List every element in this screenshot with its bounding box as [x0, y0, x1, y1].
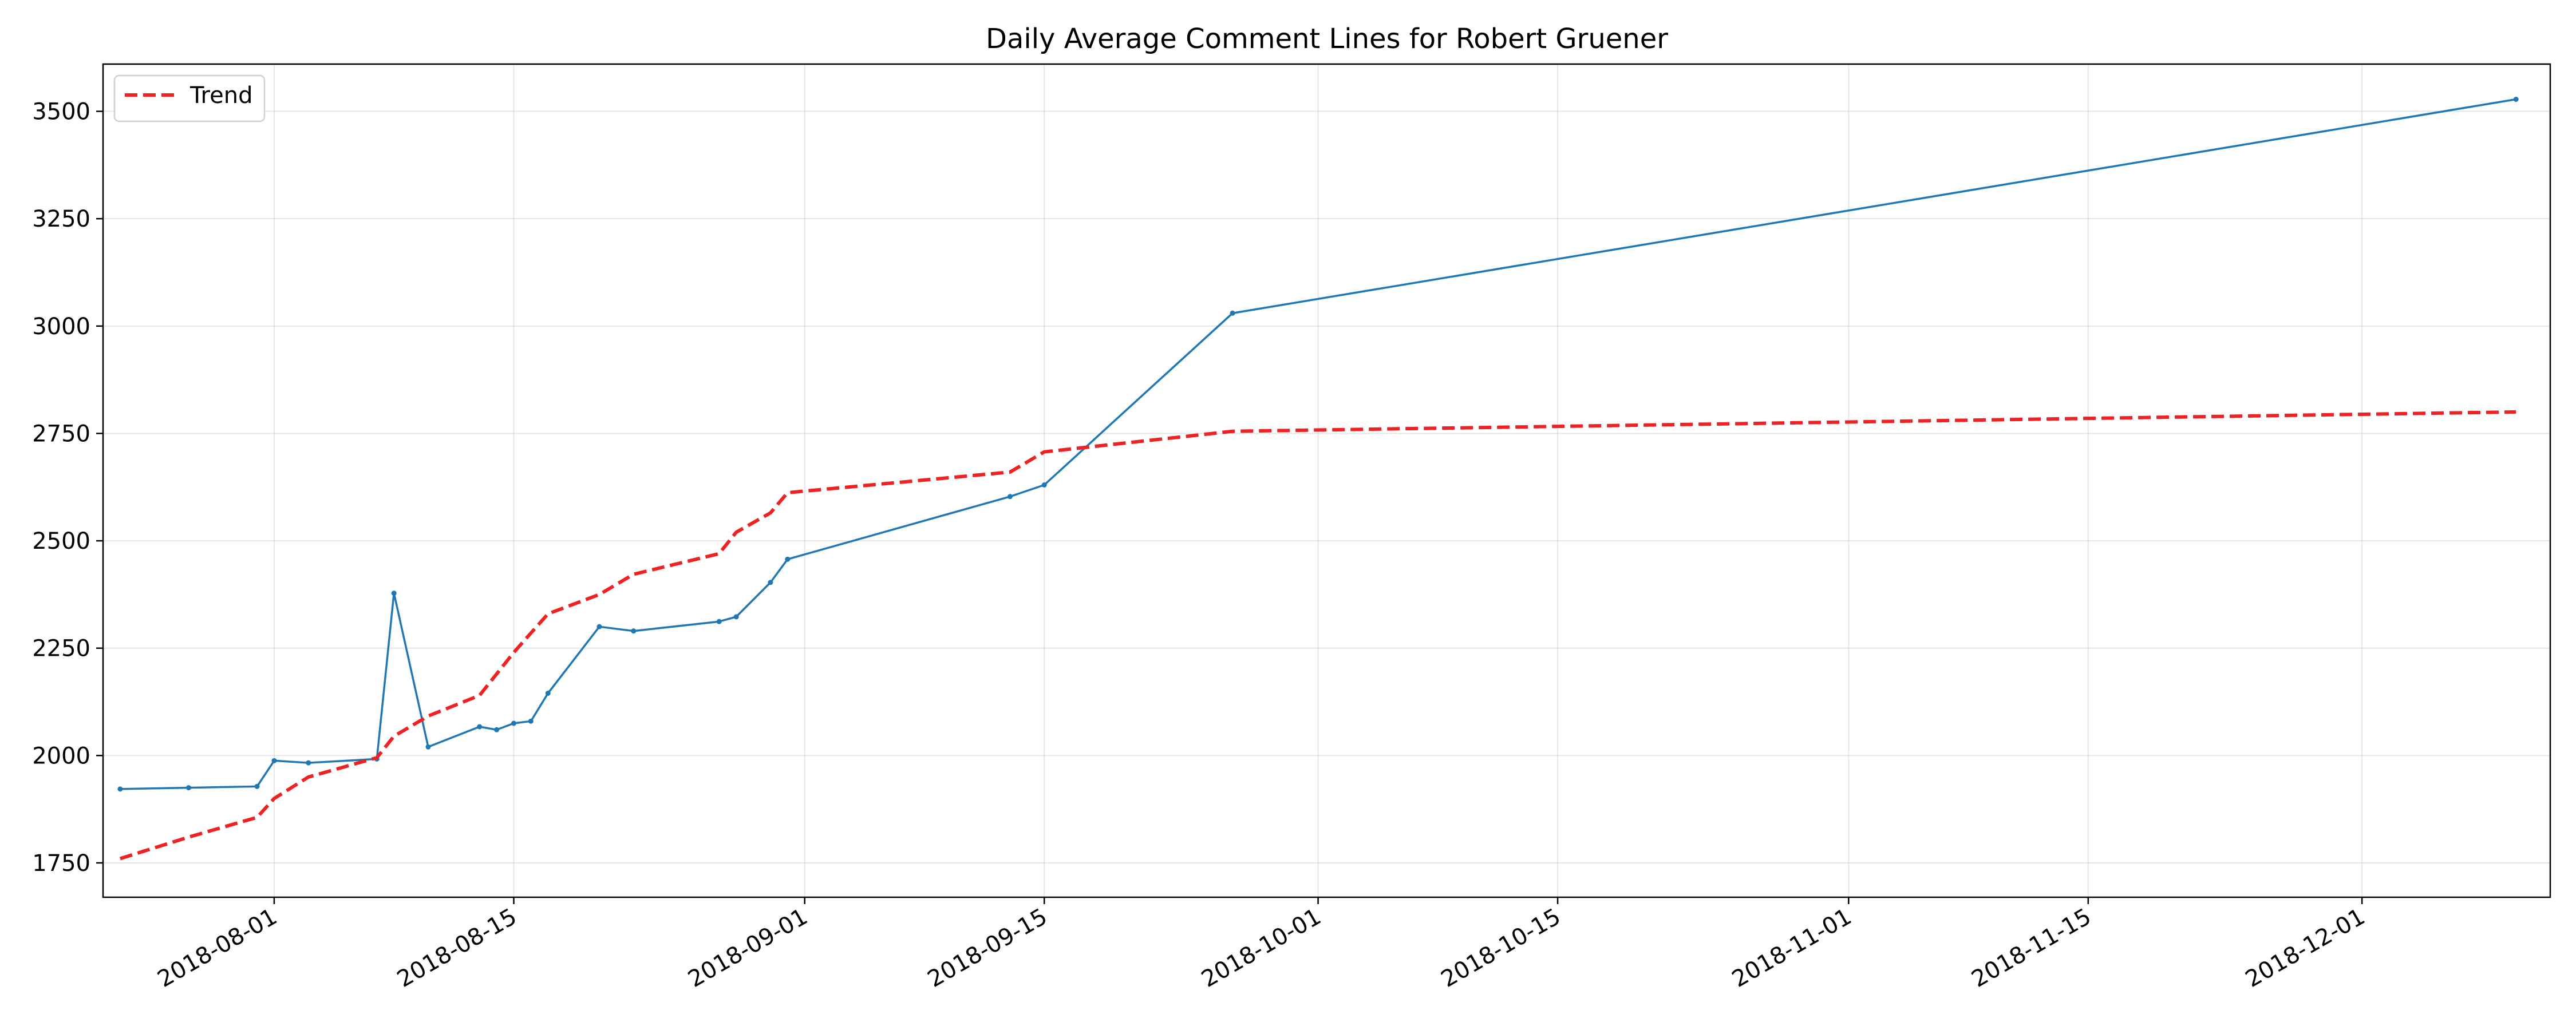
data-point: [1230, 310, 1235, 316]
data-point: [768, 580, 773, 585]
data-point: [271, 758, 277, 763]
data-point: [545, 691, 551, 696]
data-point: [477, 724, 483, 730]
data-point: [785, 556, 791, 562]
data-point: [596, 624, 602, 629]
plot-frame: [102, 63, 2551, 898]
data-point: [391, 591, 397, 596]
y-tick-label: 3250: [32, 206, 90, 232]
data-point: [733, 614, 739, 620]
chart-title: Daily Average Comment Lines for Robert G…: [986, 23, 1668, 55]
grid: [103, 64, 2550, 897]
data-point: [716, 619, 722, 624]
y-tick-label: 2000: [32, 743, 90, 769]
series-layer: [117, 97, 2519, 861]
y-tick-label: 2750: [32, 421, 90, 447]
y-tick-label: 3500: [32, 99, 90, 125]
data-point: [1041, 482, 1047, 488]
data-point: [2513, 97, 2519, 102]
legend-box: [113, 74, 266, 122]
data-point: [117, 786, 123, 792]
y-tick-label: 2500: [32, 528, 90, 554]
data-point: [425, 744, 431, 750]
legend: Trend: [113, 74, 266, 122]
data-point: [494, 727, 500, 732]
data-point: [511, 720, 516, 726]
y-tick-label: 3000: [32, 314, 90, 340]
data-point: [185, 785, 191, 791]
y-tick-label: 2250: [32, 636, 90, 662]
y-tick-label: 1750: [32, 850, 90, 877]
trend-line: [120, 410, 2516, 861]
data-point: [631, 628, 637, 634]
data-point: [528, 718, 534, 724]
data-point: [1007, 494, 1013, 500]
legend-label: Trend: [189, 82, 252, 109]
data-point: [254, 783, 260, 789]
data-point: [306, 760, 311, 766]
